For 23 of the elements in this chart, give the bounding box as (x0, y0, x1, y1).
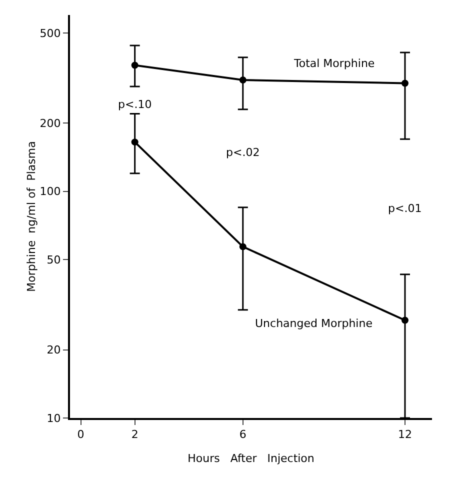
x-tick-label: 6 (239, 428, 246, 442)
y-tick-label: 500 (40, 26, 61, 40)
point (239, 243, 246, 250)
annotation: p<.02 (226, 146, 260, 159)
x-tick-label: 0 (77, 428, 84, 442)
y-axis-title: Morphine ng/ml of Plasma (24, 141, 38, 292)
y-tick-label: 10 (46, 412, 61, 425)
point (131, 138, 138, 146)
series-label: Unchanged Morphine (255, 317, 373, 330)
y-tick-label: 200 (40, 116, 61, 130)
point (131, 62, 138, 69)
x-axis-title: Hours After Injection (188, 452, 314, 465)
point (401, 316, 408, 324)
point (401, 80, 408, 87)
annotation: p<.01 (388, 202, 422, 215)
point (239, 76, 246, 84)
series-label: Total Morphine (293, 57, 375, 70)
y-tick-label: 50 (46, 253, 61, 266)
y-tick-label: 100 (40, 185, 61, 198)
x-tick-label: 2 (131, 428, 138, 442)
y-tick-label: 20 (46, 344, 61, 357)
x-tick-label: 12 (398, 428, 412, 442)
annotation: p<.10 (118, 98, 152, 111)
